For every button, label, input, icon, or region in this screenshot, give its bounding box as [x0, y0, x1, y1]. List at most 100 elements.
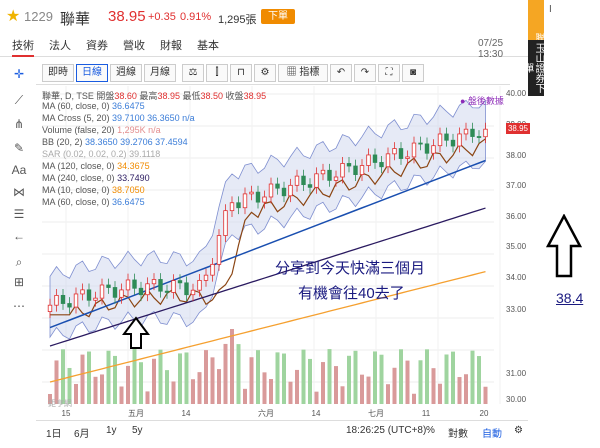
- legend-label: Volume (false, 20): [42, 125, 115, 135]
- candle-type-icon[interactable]: ⫿: [206, 64, 228, 82]
- arrow-left-icon[interactable]: ←: [13, 229, 25, 243]
- legend-label: MA (120, close, 0): [42, 161, 115, 171]
- settings-icon[interactable]: ⚙: [254, 64, 276, 82]
- tab-technical[interactable]: 技術: [12, 37, 34, 57]
- time-tick: 五月: [128, 409, 144, 418]
- range-5y[interactable]: 5y: [132, 425, 143, 436]
- candle-body: [171, 280, 176, 293]
- price-tick: 33.00: [506, 305, 527, 314]
- candle-body: [366, 154, 371, 166]
- volume-bar: [269, 379, 273, 404]
- volume-bar: [217, 369, 221, 404]
- volume-bar: [119, 386, 124, 404]
- tab-basics[interactable]: 基本: [197, 40, 219, 52]
- legend-low: 38.50: [200, 91, 224, 101]
- legend-value: 39.1118: [129, 149, 161, 159]
- candlestick-chart[interactable]: 40.0039.0038.0037.0036.0035.0034.0033.00…: [36, 86, 528, 420]
- volume-bar: [340, 386, 345, 404]
- tab-margin[interactable]: 資券: [86, 40, 108, 52]
- volume-bar: [451, 351, 455, 404]
- redo-icon[interactable]: ↷: [354, 64, 376, 82]
- legend-row[interactable]: BB (20, 2) 38.3650 39.2706 37.4594: [42, 137, 188, 147]
- indicator-legend: 聯華, D, TSE 開盤38.60 最高38.95 最低38.50 收盤38.…: [36, 86, 456, 216]
- log-toggle[interactable]: 對數: [448, 429, 468, 440]
- camera-icon[interactable]: ◙: [402, 64, 424, 82]
- volume-bar: [230, 329, 234, 404]
- candle-body: [158, 279, 163, 292]
- chart-grid: [42, 86, 501, 404]
- volume-bar: [243, 388, 247, 404]
- volume-bar: [347, 355, 351, 404]
- legend-row[interactable]: MA (60, close, 0) 36.6475: [42, 197, 145, 207]
- broker-order-banner[interactable]: 玉山證券下單: [522, 40, 544, 96]
- candle-body: [353, 165, 358, 175]
- candle-body: [203, 274, 209, 281]
- ruler-icon[interactable]: ⊞: [13, 275, 25, 289]
- legend-row[interactable]: MA (120, close, 0) 34.3675: [42, 161, 150, 171]
- tab-revenue[interactable]: 營收: [123, 40, 145, 52]
- weekly-button[interactable]: 週線: [110, 64, 142, 82]
- volume-bar: [288, 381, 293, 404]
- range-1y[interactable]: 1y: [106, 425, 117, 436]
- volume-bar: [438, 383, 442, 404]
- undo-icon[interactable]: ↶: [330, 64, 352, 82]
- legend-row[interactable]: SAR (0.02, 0.02, 0.2) 39.1118: [42, 149, 160, 159]
- price-tick: 31.00: [506, 369, 527, 378]
- tab-financials[interactable]: 財報: [160, 40, 182, 52]
- zoom-icon[interactable]: ⌕: [15, 255, 23, 269]
- auto-toggle[interactable]: 自動: [482, 429, 502, 440]
- legend-main: 聯華, D, TSE 開盤38.60 最高38.95 最低38.50 收盤38.…: [42, 89, 266, 102]
- legend-row[interactable]: MA (60, close, 0) 36.6475: [42, 101, 145, 111]
- candle-body: [405, 156, 410, 159]
- volume-bar: [366, 376, 371, 404]
- fibonacci-icon[interactable]: ☰: [13, 207, 25, 221]
- volume-bar: [379, 354, 384, 404]
- tab-institutional[interactable]: 法人: [49, 40, 71, 52]
- range-1d[interactable]: 1日: [46, 429, 62, 440]
- legend-row[interactable]: MA (240, close, 0) 33.7490: [42, 173, 150, 183]
- last-price-tag: 38.95: [506, 123, 530, 134]
- intraday-button[interactable]: 即時: [42, 64, 74, 82]
- candle-body: [223, 210, 228, 236]
- indicators-button[interactable]: ▦ 指標: [278, 64, 328, 82]
- daily-button[interactable]: 日線: [76, 64, 108, 82]
- stock-price: 38.95: [108, 8, 146, 25]
- volume-bar: [54, 360, 59, 404]
- order-button[interactable]: 下單: [261, 9, 295, 24]
- brush-icon[interactable]: ✎: [13, 141, 25, 155]
- candle-body: [60, 294, 66, 304]
- volume-bar: [158, 349, 163, 404]
- legend-label: MA (60, close, 0): [42, 101, 110, 111]
- monthly-button[interactable]: 月線: [144, 64, 176, 82]
- volume-bar: [425, 349, 429, 404]
- candle-body: [450, 139, 456, 147]
- legend-close: 38.95: [243, 91, 267, 101]
- fork-icon[interactable]: ⋔: [13, 117, 25, 131]
- trendline-icon[interactable]: ⟋: [14, 93, 24, 107]
- volume-bar: [405, 360, 410, 404]
- favorite-star-icon[interactable]: ★: [6, 8, 21, 25]
- candle-body: [288, 184, 293, 197]
- legend-row[interactable]: Volume (false, 20) 1,295K n/a: [42, 125, 161, 135]
- chart-type-icon[interactable]: ⊓: [230, 64, 252, 82]
- legend-label: SAR (0.02, 0.02, 0.2): [42, 149, 127, 159]
- candle-body: [93, 297, 98, 301]
- ma-60-line: [49, 159, 486, 329]
- range-6m[interactable]: 6月: [74, 429, 90, 440]
- fullscreen-icon[interactable]: ⛶: [378, 64, 400, 82]
- text-icon[interactable]: Aa: [11, 163, 27, 177]
- volume-bars: [48, 329, 488, 404]
- more-icon[interactable]: ⋯: [13, 299, 25, 313]
- legend-row[interactable]: MA (10, close, 0) 38.7050: [42, 185, 145, 195]
- volume-bar: [464, 374, 468, 404]
- compare-icon[interactable]: ⚖: [182, 64, 204, 82]
- pattern-icon[interactable]: ⋈: [13, 185, 25, 199]
- volume-bar: [418, 360, 423, 404]
- percent-toggle[interactable]: %: [426, 425, 435, 436]
- legend-row[interactable]: MA Cross (5, 20) 39.7100 36.3650 n/a: [42, 113, 195, 123]
- after-hours-toggle[interactable]: ● 盤後數據: [460, 96, 504, 106]
- crosshair-icon[interactable]: ✛: [13, 67, 25, 81]
- volume-bar: [152, 358, 156, 404]
- annotation-line-1: 分享到今天快滿三個月: [275, 260, 426, 277]
- settings-gear-icon[interactable]: ⚙: [514, 425, 523, 436]
